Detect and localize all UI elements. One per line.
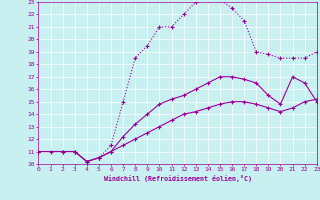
- X-axis label: Windchill (Refroidissement éolien,°C): Windchill (Refroidissement éolien,°C): [104, 175, 252, 182]
